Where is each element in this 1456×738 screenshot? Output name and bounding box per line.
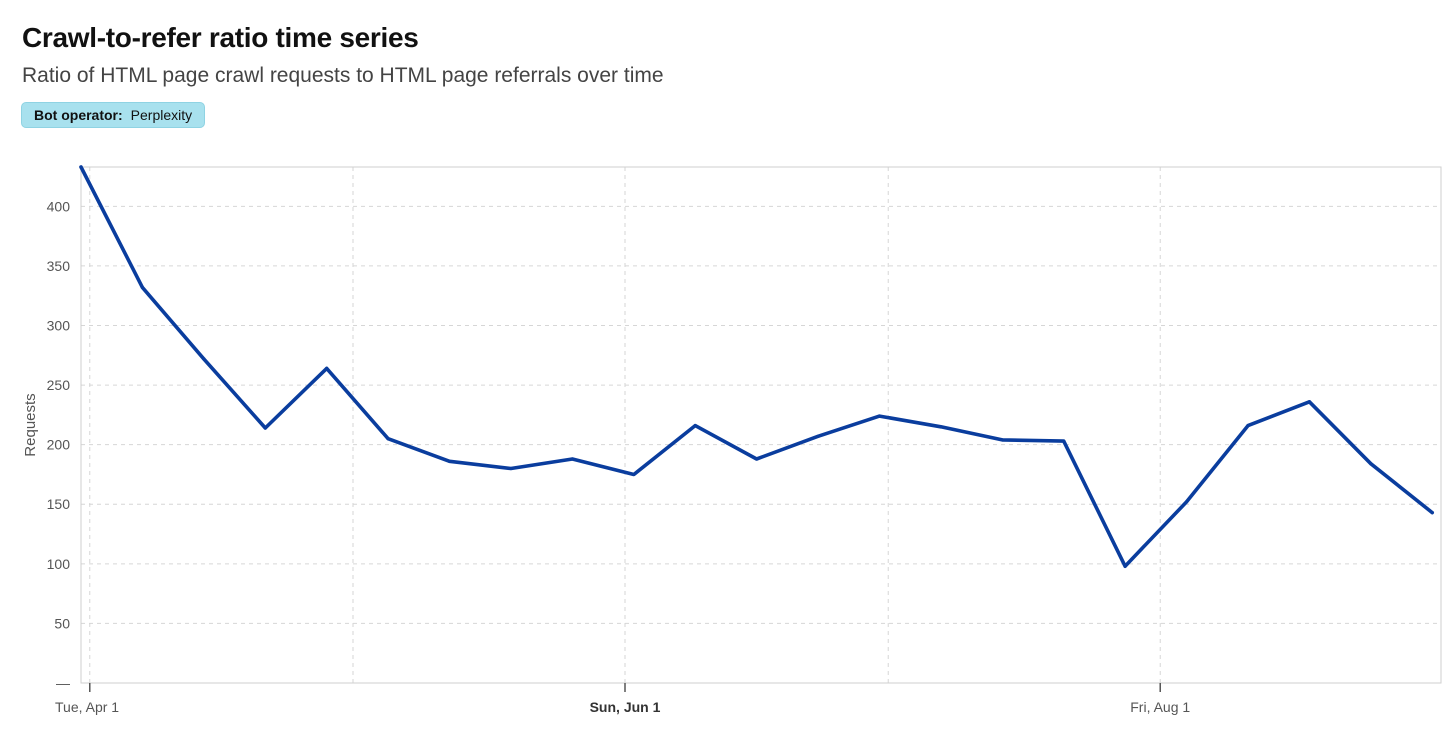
- data-point[interactable]: [1246, 423, 1250, 428]
- y-tick-label: 250: [47, 377, 71, 393]
- y-tick-label: 50: [54, 615, 70, 631]
- bot-operator-filter-badge[interactable]: Bot operator: Perplexity: [21, 102, 206, 128]
- data-point[interactable]: [693, 423, 697, 428]
- x-tick-label: Tue, Apr 1: [55, 699, 119, 715]
- grid-lines: [81, 167, 1441, 683]
- y-tick-label: 100: [47, 556, 71, 572]
- y-tick-label: 350: [47, 258, 71, 274]
- x-tick-label: Sun, Jun 1: [590, 699, 661, 715]
- filter-badge-value: Perplexity: [130, 107, 193, 123]
- data-point[interactable]: [202, 357, 206, 361]
- plot-area-border: [80, 166, 1442, 684]
- x-axis: Tue, Apr 1 Sun, Jun 1 Fri, Aug 1: [55, 683, 1190, 715]
- data-point[interactable]: [755, 457, 759, 461]
- data-point[interactable]: [1430, 510, 1434, 515]
- data-point[interactable]: [816, 434, 820, 438]
- y-tick-label: 400: [47, 198, 71, 214]
- data-point[interactable]: [140, 285, 145, 289]
- y-tick-label: 300: [47, 317, 71, 333]
- data-point[interactable]: [1000, 438, 1004, 442]
- data-point[interactable]: [1123, 564, 1127, 568]
- data-point[interactable]: [509, 466, 513, 471]
- chart-subtitle: Ratio of HTML page crawl requests to HTM…: [22, 64, 664, 87]
- data-point[interactable]: [79, 165, 83, 169]
- chart-title: Crawl-to-refer ratio time series: [22, 22, 419, 53]
- series-layer: [79, 165, 1434, 569]
- data-point[interactable]: [632, 472, 636, 477]
- y-tick-label: —: [56, 675, 70, 691]
- data-point[interactable]: [1307, 400, 1311, 404]
- data-point[interactable]: [570, 457, 574, 461]
- data-point[interactable]: [447, 459, 452, 463]
- data-point[interactable]: [1369, 462, 1373, 466]
- data-point[interactable]: [325, 366, 329, 370]
- y-axis-label: Requests: [22, 393, 39, 456]
- data-point[interactable]: [263, 426, 267, 430]
- y-tick-label: 150: [47, 496, 71, 512]
- y-axis: — 50 100 150 200 250 300 350 400: [47, 198, 71, 691]
- y-tick-label: 200: [47, 437, 71, 453]
- data-point[interactable]: [939, 425, 943, 429]
- data-point[interactable]: [386, 437, 390, 441]
- data-point[interactable]: [1184, 500, 1189, 504]
- data-point[interactable]: [877, 414, 882, 418]
- x-tick-label: Fri, Aug 1: [1130, 699, 1190, 715]
- series-line: [79, 165, 1434, 569]
- filter-badge-key: Bot operator:: [34, 107, 123, 123]
- data-point[interactable]: [1062, 439, 1066, 443]
